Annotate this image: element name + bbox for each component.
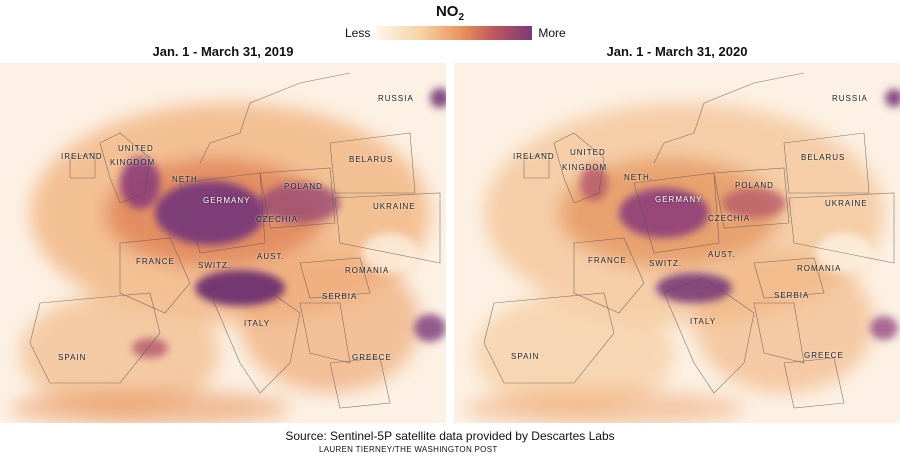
label-romania: ROMANIA — [797, 264, 842, 273]
label-united: UNITED — [570, 148, 606, 157]
label-ukraine: UKRAINE — [373, 202, 416, 211]
label-belarus: BELARUS — [801, 153, 846, 162]
no2-hotspots — [120, 88, 446, 358]
label-czechia: CZECHIA — [708, 214, 751, 223]
label-kingdom: KINGDOM — [110, 158, 156, 167]
label-ireland: IRELAND — [513, 152, 555, 161]
label-germany: GERMANY — [203, 196, 251, 205]
legend-title: NO2 — [435, 3, 465, 23]
label-spain: SPAIN — [511, 352, 540, 361]
label-kingdom: KINGDOM — [562, 163, 608, 172]
source-note: Source: Sentinel-5P satellite data provi… — [285, 429, 615, 443]
label-germany: GERMANY — [655, 195, 703, 204]
borders — [483, 72, 895, 409]
label-italy: ITALY — [244, 319, 271, 328]
no2-hotspots — [580, 89, 900, 340]
panel-title-2020: Jan. 1 - March 31, 2020 — [606, 44, 748, 59]
label-ukraine: UKRAINE — [825, 199, 868, 208]
label-spain: SPAIN — [58, 353, 87, 362]
label-neth: NETH. — [172, 175, 201, 184]
label-belarus: BELARUS — [349, 155, 394, 164]
label-serbia: SERBIA — [774, 291, 810, 300]
label-greece: GREECE — [352, 353, 392, 362]
legend-less-label: Less — [345, 26, 371, 40]
label-aust: AUST. — [257, 252, 285, 261]
borders — [29, 72, 441, 409]
label-switz: SWITZ. — [649, 259, 683, 268]
label-france: FRANCE — [588, 256, 627, 265]
label-romania: ROMANIA — [345, 266, 390, 275]
map-2019: RUSSIA IRELAND UNITED KINGDOM NETH. GERM… — [0, 63, 446, 423]
label-switz: SWITZ. — [198, 261, 232, 270]
label-italy: ITALY — [690, 317, 717, 326]
legend-color-ramp — [376, 26, 533, 40]
legend-more-label: More — [538, 26, 566, 40]
label-russia: RUSSIA — [378, 94, 414, 103]
label-ireland: IRELAND — [61, 152, 103, 161]
label-neth: NETH. — [624, 173, 653, 182]
map-2020: RUSSIA IRELAND UNITED KINGDOM NETH. GERM… — [454, 63, 900, 423]
label-russia: RUSSIA — [832, 94, 868, 103]
no2-map-2020 — [454, 63, 900, 423]
label-aust: AUST. — [708, 250, 736, 259]
label-serbia: SERBIA — [322, 292, 358, 301]
credit-line: LAUREN TIERNEY/THE WASHINGTON POST — [319, 445, 498, 454]
panel-title-2019: Jan. 1 - March 31, 2019 — [152, 44, 294, 59]
label-greece: GREECE — [804, 351, 844, 360]
label-czechia: CZECHIA — [256, 215, 299, 224]
label-france: FRANCE — [136, 257, 175, 266]
no2-map-2019 — [0, 63, 446, 423]
label-poland: POLAND — [284, 182, 323, 191]
legend: Less More — [345, 25, 566, 41]
label-united: UNITED — [118, 144, 154, 153]
label-poland: POLAND — [735, 181, 774, 190]
